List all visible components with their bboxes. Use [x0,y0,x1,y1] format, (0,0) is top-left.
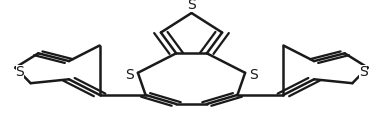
Text: S: S [187,0,196,12]
Text: S: S [125,68,134,82]
Text: S: S [359,64,367,79]
Text: S: S [249,68,258,82]
Text: S: S [16,64,24,79]
